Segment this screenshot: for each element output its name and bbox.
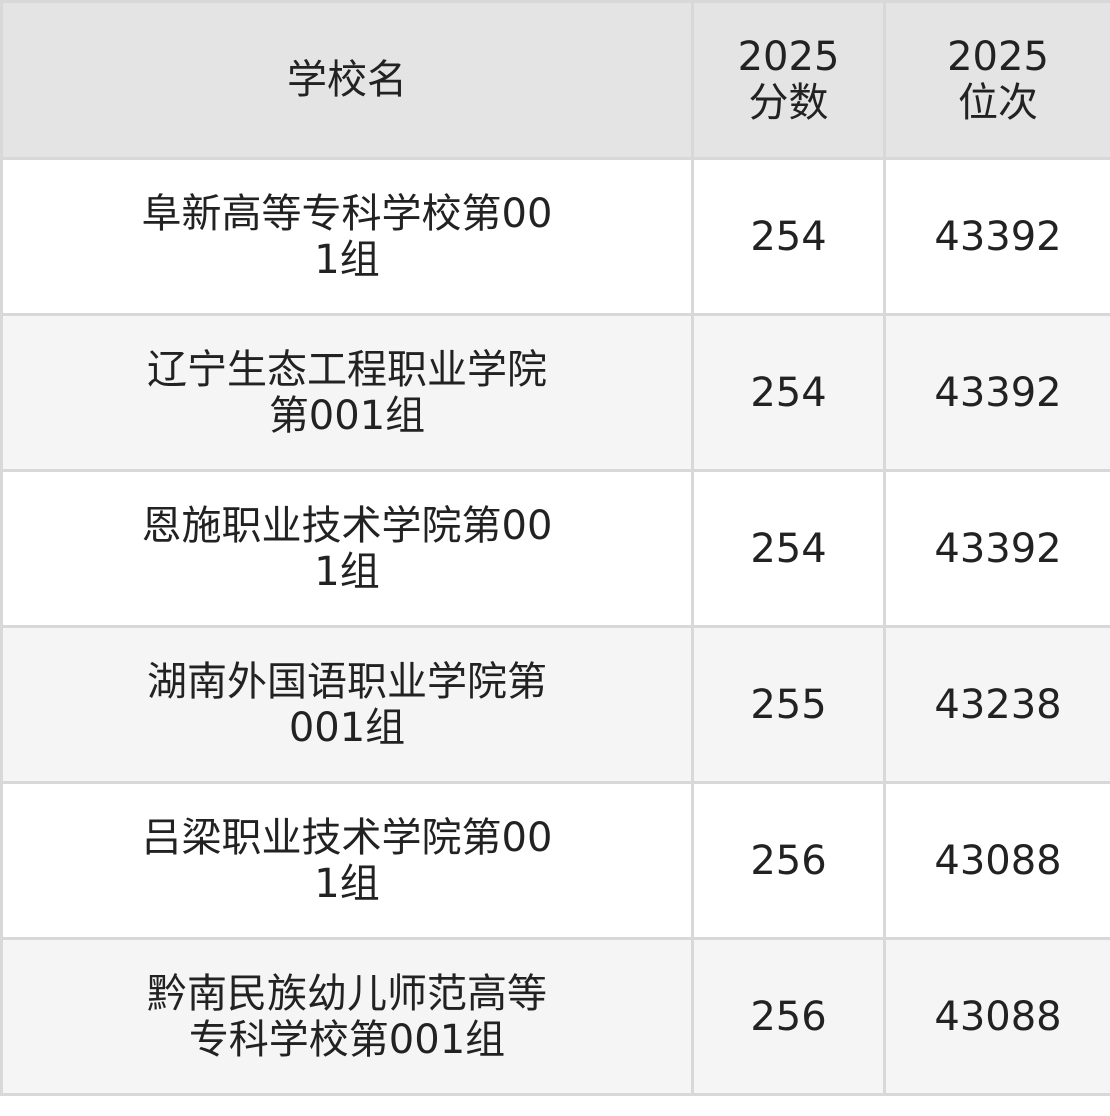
rank-cell: 43392 — [883, 469, 1110, 628]
header-school: 学校名 — [0, 0, 694, 160]
school-cell: 湖南外国语职业学院第001组 — [0, 625, 694, 784]
score-cell: 255 — [691, 625, 886, 784]
school-name: 辽宁生态工程职业学院第001组 — [147, 346, 547, 439]
school-cell: 恩施职业技术学院第001组 — [0, 469, 694, 628]
table-row: 吕梁职业技术学院第001组 256 43088 — [0, 781, 1110, 940]
school-name: 恩施职业技术学院第001组 — [141, 502, 553, 595]
table-row: 恩施职业技术学院第001组 254 43392 — [0, 469, 1110, 628]
school-cell: 黔南民族幼儿师范高等专科学校第001组 — [0, 937, 694, 1096]
rank-cell: 43088 — [883, 781, 1110, 940]
table-row: 辽宁生态工程职业学院第001组 254 43392 — [0, 313, 1110, 472]
rank-cell: 43392 — [883, 313, 1110, 472]
header-school-label: 学校名 — [287, 57, 407, 103]
table-row: 黔南民族幼儿师范高等专科学校第001组 256 43088 — [0, 937, 1110, 1096]
school-name: 湖南外国语职业学院第001组 — [147, 658, 547, 751]
school-cell: 阜新高等专科学校第001组 — [0, 157, 694, 316]
header-score: 2025分数 — [691, 0, 886, 160]
school-name: 阜新高等专科学校第001组 — [141, 190, 553, 283]
header-rank: 2025位次 — [883, 0, 1110, 160]
rank-cell: 43392 — [883, 157, 1110, 316]
rank-cell: 43238 — [883, 625, 1110, 784]
score-cell: 254 — [691, 313, 886, 472]
header-score-label: 2025分数 — [737, 34, 840, 126]
school-cell: 吕梁职业技术学院第001组 — [0, 781, 694, 940]
header-row: 学校名 2025分数 2025位次 — [0, 0, 1110, 160]
header-rank-label: 2025位次 — [947, 34, 1049, 126]
score-cell: 256 — [691, 937, 886, 1096]
school-name: 黔南民族幼儿师范高等专科学校第001组 — [147, 970, 547, 1063]
table-row: 阜新高等专科学校第001组 254 43392 — [0, 157, 1110, 316]
school-cell: 辽宁生态工程职业学院第001组 — [0, 313, 694, 472]
score-cell: 254 — [691, 157, 886, 316]
table-row: 湖南外国语职业学院第001组 255 43238 — [0, 625, 1110, 784]
school-name: 吕梁职业技术学院第001组 — [141, 814, 553, 907]
rank-cell: 43088 — [883, 937, 1110, 1096]
score-cell: 256 — [691, 781, 886, 940]
score-cell: 254 — [691, 469, 886, 628]
